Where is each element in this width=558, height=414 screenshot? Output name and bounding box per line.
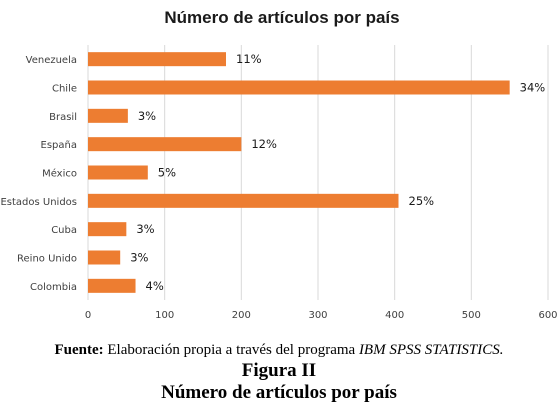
bars [88,52,510,293]
x-tick-label-2: 200 [232,310,251,321]
category-label-6: Cuba [51,225,77,236]
category-label-4: México [42,168,77,180]
category-label-8: Colombia [30,282,77,293]
bar-0 [88,52,226,67]
data-label-4: 5% [158,166,176,180]
figure-title: Número de artículos por país [161,382,397,403]
category-label-2: Brasil [49,112,77,123]
bar-2 [88,108,128,123]
data-label-2: 3% [138,109,156,123]
figure-number: Figura II [241,360,317,381]
source-program: IBM SPSS STATISTICS. [358,342,504,358]
x-tick-label-0: 0 [85,310,91,321]
data-label-0: 11% [236,52,262,66]
data-label-8: 4% [146,279,164,293]
source-text: Elaboración propia a través del programa [103,342,359,358]
category-label-7: Reino Unido [17,254,77,265]
chart-canvas: Número de artículos por país 0 100 200 300 4… [0,8,557,321]
bar-4 [88,165,148,180]
data-label-1: 34% [520,81,546,95]
category-label-3: España [41,140,77,151]
category-label-0: Venezuela [26,55,77,66]
bar-3 [88,137,242,152]
source-note: Fuente: Elaboración propia a través del … [0,340,558,360]
labels: 0 100 200 300 400 500 600 Venezuela 11% Chile 34% B… [0,52,557,321]
category-label-5: Estados Unidos [0,197,77,208]
data-label-7: 3% [130,251,148,265]
bar-chart: Número de artículos por país 0 100 200 300 4… [0,8,557,321]
data-label-6: 3% [136,222,154,236]
x-tick-label-4: 400 [385,310,404,321]
x-tick-label-6: 600 [538,310,557,321]
x-tick-label-3: 300 [308,310,327,321]
bar-7 [88,250,121,265]
x-tick-label-1: 100 [155,310,174,321]
x-tick-label-5: 500 [462,310,481,321]
data-label-3: 12% [251,137,277,151]
chart-title: Número de artículos por país [164,8,399,27]
category-label-1: Chile [52,84,77,95]
figure-caption: Fuente: Elaboración propia a través del … [0,340,558,404]
bar-1 [88,80,510,95]
bar-5 [88,193,399,208]
bar-8 [88,278,136,293]
source-label: Fuente: [54,342,104,358]
data-label-5: 25% [409,194,435,208]
bar-6 [88,222,127,237]
